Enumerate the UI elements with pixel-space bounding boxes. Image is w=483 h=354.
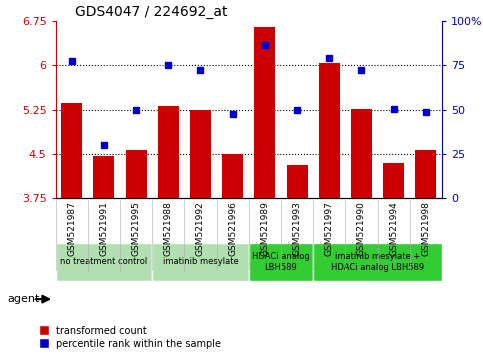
Text: imatinib mesylate +
HDACi analog LBH589: imatinib mesylate + HDACi analog LBH589: [331, 252, 424, 272]
Text: agent: agent: [7, 294, 40, 304]
Text: GSM521987: GSM521987: [67, 201, 76, 256]
Bar: [61, 103, 82, 198]
Legend: transformed count, percentile rank within the sample: transformed count, percentile rank withi…: [39, 326, 221, 349]
Bar: [415, 150, 436, 198]
Text: HDACi analog
LBH589: HDACi analog LBH589: [252, 252, 310, 272]
Text: GSM521993: GSM521993: [293, 201, 301, 256]
Bar: [222, 154, 243, 198]
Text: GSM521988: GSM521988: [164, 201, 173, 256]
Bar: [93, 156, 114, 198]
Text: GSM521994: GSM521994: [389, 201, 398, 256]
Text: GSM521991: GSM521991: [99, 201, 108, 256]
Bar: [249, 243, 313, 281]
Bar: [126, 150, 146, 198]
Text: imatinib mesylate: imatinib mesylate: [163, 257, 238, 267]
Text: GSM521998: GSM521998: [421, 201, 430, 256]
Bar: [351, 109, 372, 198]
Bar: [190, 110, 211, 198]
Bar: [158, 105, 179, 198]
Text: GSM521996: GSM521996: [228, 201, 237, 256]
Bar: [313, 243, 442, 281]
Bar: [383, 163, 404, 198]
Text: GSM521995: GSM521995: [131, 201, 141, 256]
Bar: [152, 243, 249, 281]
Bar: [255, 27, 275, 198]
Text: no treatment control: no treatment control: [60, 257, 147, 267]
Text: GSM521997: GSM521997: [325, 201, 334, 256]
Bar: [286, 165, 308, 198]
Text: GSM521989: GSM521989: [260, 201, 270, 256]
Text: GDS4047 / 224692_at: GDS4047 / 224692_at: [75, 5, 227, 19]
Bar: [56, 243, 152, 281]
Bar: [319, 63, 340, 198]
Text: GSM521992: GSM521992: [196, 201, 205, 256]
Text: GSM521990: GSM521990: [357, 201, 366, 256]
